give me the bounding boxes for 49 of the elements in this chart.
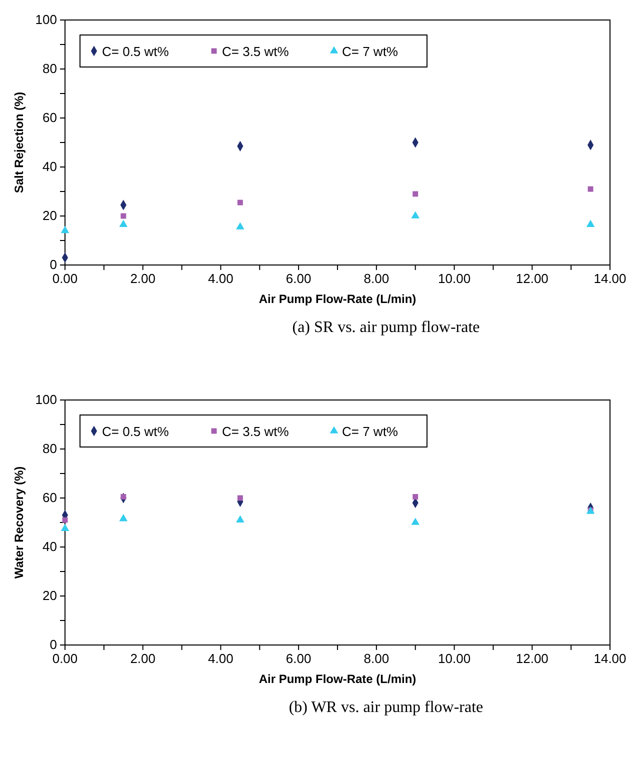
x-tick-label: 4.00 [208,271,234,286]
point [411,211,420,218]
y-tick-label: 80 [42,441,57,456]
y-axis-title: Salt Rejection (%) [12,92,26,194]
point [60,226,70,234]
point [120,213,126,219]
x-tick-label: 10.00 [438,651,471,666]
x-tick-label: 0.00 [52,271,78,286]
x-axis-title: Air Pump Flow-Rate (L/min) [258,672,416,686]
x-tick-label: 12.00 [516,651,548,666]
x-tick-label: 14.00 [594,651,626,666]
x-tick-label: 12.00 [516,271,548,286]
point [588,186,594,192]
y-tick-label: 40 [42,159,57,174]
y-tick-label: 20 [42,588,57,604]
x-tick-label: 2.00 [130,271,156,286]
x-tick-label: 14.00 [594,271,626,286]
y-tick-label: 0 [50,257,57,272]
point [236,222,244,230]
y-tick-label: 80 [42,61,57,76]
legend-label: C= 3.5 wt% [222,424,290,439]
x-axis-title: Air Pump Flow-Rate (L/min) [258,292,416,306]
text: (b) WR vs. air pump flow-rate [288,699,484,716]
legend-label: C= 0.5 wt% [102,44,170,59]
legend-label: C= 7 wt% [342,44,398,59]
x-tick-label: 6.00 [286,651,312,666]
x-tick-label: 8.00 [364,651,390,666]
point [119,220,128,227]
y-tick-label: 100 [35,392,57,408]
x-tick-label: 6.00 [286,271,312,286]
legend-label: C= 3.5 wt% [222,44,290,59]
point [412,191,418,197]
x-tick-label: 8.00 [364,271,390,286]
x-tick-label: 0.00 [52,651,78,666]
x-tick-label: 10.00 [438,271,471,286]
x-tick-label: 2.00 [130,651,156,666]
legend-label: C= 7 wt% [342,424,398,439]
text: (a) SR vs. air pump flow-rate [292,319,480,336]
y-axis-title: Water Recovery (%) [12,466,26,579]
point [586,220,595,227]
y-tick-label: 60 [42,490,57,506]
y-tick-label: 20 [42,208,57,224]
y-tick-label: 40 [42,539,57,554]
y-tick-label: 0 [50,637,57,652]
y-tick-label: 60 [42,110,57,126]
legend-label: C= 0.5 wt% [102,424,170,439]
x-tick-label: 4.00 [208,651,234,666]
y-tick-label: 100 [35,12,57,28]
point [237,200,243,206]
